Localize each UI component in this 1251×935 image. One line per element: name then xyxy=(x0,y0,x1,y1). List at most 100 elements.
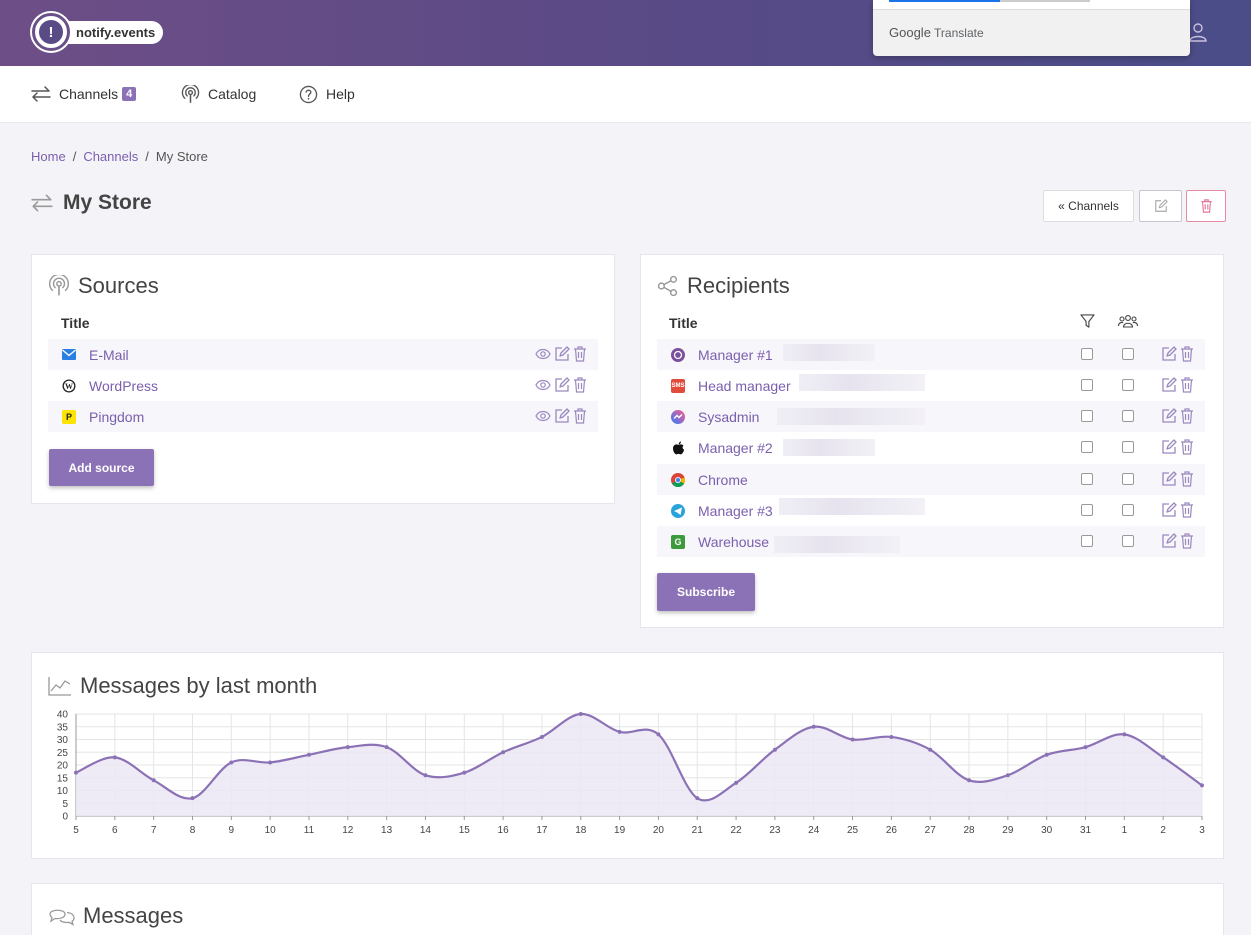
chrome-icon xyxy=(671,472,685,487)
x-tick-label: 5 xyxy=(73,825,79,836)
trash-icon[interactable] xyxy=(573,346,587,362)
brand-logo[interactable]: ! notify.events xyxy=(32,13,164,51)
trash-icon[interactable] xyxy=(1180,408,1194,424)
y-tick-label: 25 xyxy=(57,748,69,759)
nav-catalog[interactable]: Catalog xyxy=(181,83,256,105)
recipient-row[interactable]: Manager #2 xyxy=(657,432,1205,463)
source-row[interactable]: W WordPress xyxy=(48,370,598,401)
subscribe-button[interactable]: Subscribe xyxy=(657,573,755,611)
group-checkbox[interactable] xyxy=(1122,473,1134,485)
logo-bang: ! xyxy=(39,20,63,44)
edit-icon[interactable] xyxy=(1161,502,1177,518)
edit-icon[interactable] xyxy=(1161,439,1177,455)
group-checkbox[interactable] xyxy=(1122,379,1134,391)
viber-icon xyxy=(671,347,685,362)
source-row[interactable]: E-Mail xyxy=(48,339,598,370)
filter-checkbox[interactable] xyxy=(1081,441,1093,453)
x-tick-label: 15 xyxy=(459,825,471,836)
add-source-button[interactable]: Add source xyxy=(49,449,154,486)
edit-icon[interactable] xyxy=(554,377,570,393)
trash-icon[interactable] xyxy=(573,408,587,424)
x-tick-label: 12 xyxy=(342,825,354,836)
edit-icon[interactable] xyxy=(1161,471,1177,487)
edit-icon[interactable] xyxy=(1161,377,1177,393)
filter-checkbox[interactable] xyxy=(1081,348,1093,360)
trash-icon[interactable] xyxy=(573,377,587,393)
recipient-row[interactable]: Chrome xyxy=(657,464,1205,495)
recipient-actions xyxy=(1158,533,1194,549)
breadcrumb-separator: / xyxy=(145,149,149,164)
nav-catalog-label: Catalog xyxy=(208,86,257,102)
source-row[interactable]: P Pingdom xyxy=(48,401,598,432)
edit-icon[interactable] xyxy=(1161,346,1177,362)
nav-help[interactable]: Help xyxy=(299,83,355,105)
breadcrumb-home[interactable]: Home xyxy=(31,149,66,164)
trash-icon[interactable] xyxy=(1180,377,1194,393)
recipient-label[interactable]: Sysadmin xyxy=(698,408,760,425)
trash-icon[interactable] xyxy=(1180,346,1194,362)
recipient-label[interactable]: Manager #2 xyxy=(698,439,773,456)
edit-icon[interactable] xyxy=(1161,408,1177,424)
filter-checkbox[interactable] xyxy=(1081,504,1093,516)
group-checkbox[interactable] xyxy=(1122,535,1134,547)
filter-checkbox[interactable] xyxy=(1081,410,1093,422)
trash-icon[interactable] xyxy=(1180,439,1194,455)
source-label[interactable]: Pingdom xyxy=(89,408,145,425)
filter-checkbox[interactable] xyxy=(1081,473,1093,485)
group-checkbox[interactable] xyxy=(1122,410,1134,422)
google-translate-label: Google Translate xyxy=(889,25,984,40)
recipient-label[interactable]: Warehouse xyxy=(698,533,770,550)
source-label[interactable]: WordPress xyxy=(89,377,158,394)
recipient-row[interactable]: SMS Head manager xyxy=(657,370,1205,401)
recipient-row[interactable]: Manager #1 xyxy=(657,339,1205,370)
translate-tab-active[interactable] xyxy=(889,0,1000,2)
logo-mark: ! xyxy=(32,13,70,51)
recipient-actions xyxy=(1158,471,1194,487)
data-point xyxy=(229,760,234,765)
recipient-row[interactable]: Sysadmin xyxy=(657,401,1205,432)
eye-icon[interactable] xyxy=(535,410,551,422)
redacted-detail xyxy=(779,498,925,515)
edit-channel-button[interactable] xyxy=(1139,190,1182,222)
recipient-label[interactable]: Chrome xyxy=(698,471,748,488)
edit-icon[interactable] xyxy=(1161,533,1177,549)
recipient-label[interactable]: Manager #1 xyxy=(698,346,773,363)
group-checkbox[interactable] xyxy=(1122,504,1134,516)
translate-tab[interactable] xyxy=(1000,0,1090,2)
delete-channel-button[interactable] xyxy=(1186,190,1226,222)
data-point xyxy=(112,755,117,760)
eye-icon[interactable] xyxy=(535,348,551,360)
trash-icon[interactable] xyxy=(1180,533,1194,549)
series-line xyxy=(75,712,1203,802)
breadcrumb-channels[interactable]: Channels xyxy=(83,149,139,164)
group-checkbox[interactable] xyxy=(1122,348,1134,360)
data-point xyxy=(1161,755,1166,760)
filter-checkbox[interactable] xyxy=(1081,535,1093,547)
trash-icon[interactable] xyxy=(1180,471,1194,487)
recipient-label[interactable]: Head manager xyxy=(698,377,791,394)
group-checkbox[interactable] xyxy=(1122,441,1134,453)
x-tick-label: 1 xyxy=(1122,825,1128,836)
data-point xyxy=(889,734,894,739)
data-point xyxy=(967,778,972,783)
translate-tabs[interactable] xyxy=(873,0,1190,10)
area-chart-icon xyxy=(48,677,71,696)
trash-icon[interactable] xyxy=(1180,502,1194,518)
user-icon[interactable] xyxy=(1188,22,1208,42)
messages-header: Messages xyxy=(48,903,183,929)
filter-checkbox[interactable] xyxy=(1081,379,1093,391)
edit-icon[interactable] xyxy=(554,408,570,424)
recipient-row[interactable]: G Warehouse xyxy=(657,526,1205,557)
edit-icon[interactable] xyxy=(554,346,570,362)
source-label[interactable]: E-Mail xyxy=(89,346,129,363)
nav-channels[interactable]: Channels 4 xyxy=(31,83,137,105)
recipient-row[interactable]: Manager #3 xyxy=(657,495,1205,526)
recipient-label[interactable]: Manager #3 xyxy=(698,502,773,519)
data-point xyxy=(928,747,933,752)
eye-icon[interactable] xyxy=(535,379,551,391)
back-to-channels-button[interactable]: « Channels xyxy=(1043,190,1134,222)
x-tick-label: 25 xyxy=(847,825,859,836)
breadcrumb: Home / Channels / My Store xyxy=(31,149,208,164)
data-point xyxy=(345,745,350,750)
y-tick-label: 30 xyxy=(57,735,69,746)
